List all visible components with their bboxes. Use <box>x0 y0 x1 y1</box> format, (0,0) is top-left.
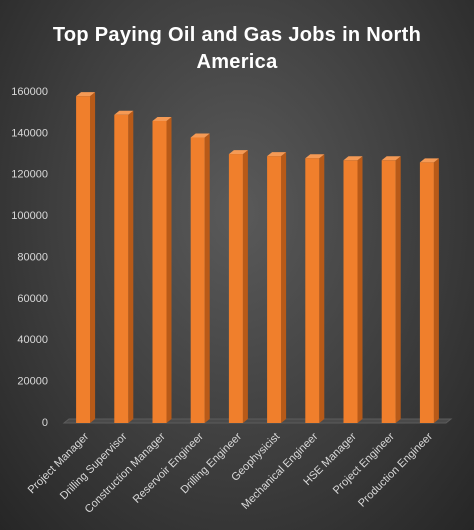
bar-side <box>166 116 172 424</box>
x-tick-label: Reservoir Engineer <box>131 430 206 505</box>
y-tick-label: 120000 <box>11 169 48 181</box>
bar-top <box>305 154 325 159</box>
bar <box>114 114 129 423</box>
y-tick-label: 80000 <box>17 251 48 263</box>
y-tick-label: 160000 <box>11 86 48 98</box>
bar-top <box>381 156 401 161</box>
bar <box>76 96 91 423</box>
bar-top <box>152 116 172 121</box>
bar <box>343 160 358 424</box>
bar-side <box>357 156 363 424</box>
bar <box>267 156 282 423</box>
bar-top <box>419 158 439 163</box>
bar-side <box>128 110 134 423</box>
y-tick-label: 140000 <box>11 127 48 139</box>
bar-side <box>90 92 96 423</box>
bar <box>419 162 434 423</box>
x-tick-label: Drilling Supervisor <box>58 430 130 502</box>
y-tick-label: 40000 <box>17 334 48 346</box>
bar-side <box>281 152 287 423</box>
y-tick-label: 100000 <box>11 210 48 222</box>
bar <box>152 120 167 424</box>
bar-top <box>190 133 210 138</box>
y-tick-label: 0 <box>42 417 48 429</box>
bar <box>305 158 320 423</box>
bar-side <box>319 154 325 423</box>
bar-side <box>242 150 248 423</box>
bar-side <box>395 156 401 424</box>
bar-side <box>433 158 439 423</box>
bar <box>381 160 396 424</box>
y-tick-label: 60000 <box>17 293 48 305</box>
bar-top <box>114 110 134 115</box>
bar-top <box>228 150 248 155</box>
bar-top <box>343 156 363 161</box>
chart-title: Top Paying Oil and Gas Jobs in North Ame… <box>52 24 422 73</box>
bar <box>190 137 205 423</box>
y-tick-label: 20000 <box>17 376 48 388</box>
x-tick-label: Production Engineer <box>356 430 435 509</box>
bar <box>228 154 243 423</box>
bar-top <box>267 152 287 157</box>
bar-top <box>76 92 96 97</box>
bar-side <box>204 133 210 423</box>
